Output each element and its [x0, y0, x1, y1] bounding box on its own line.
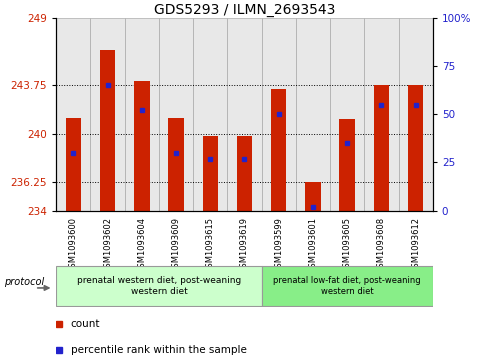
Bar — [398, 18, 432, 211]
FancyBboxPatch shape — [56, 266, 261, 306]
Bar — [339, 119, 354, 211]
Bar — [90, 18, 124, 211]
Bar — [100, 50, 115, 211]
FancyBboxPatch shape — [261, 266, 432, 306]
Bar — [56, 18, 90, 211]
Bar — [329, 18, 364, 211]
Bar — [227, 18, 261, 211]
Bar — [124, 18, 159, 211]
Bar — [65, 118, 81, 211]
Bar — [134, 81, 149, 211]
Bar — [236, 136, 252, 211]
Bar — [270, 89, 286, 211]
Title: GDS5293 / ILMN_2693543: GDS5293 / ILMN_2693543 — [154, 3, 334, 17]
Text: prenatal western diet, post-weaning
western diet: prenatal western diet, post-weaning west… — [77, 276, 241, 295]
Text: protocol: protocol — [4, 277, 45, 287]
Bar — [305, 182, 320, 211]
Bar — [407, 85, 423, 211]
Bar — [202, 136, 218, 211]
Bar — [295, 18, 329, 211]
Text: percentile rank within the sample: percentile rank within the sample — [71, 345, 246, 355]
Text: count: count — [71, 319, 100, 329]
Bar — [168, 118, 183, 211]
Bar — [159, 18, 193, 211]
Bar — [364, 18, 398, 211]
Bar — [373, 85, 388, 211]
Bar — [261, 18, 295, 211]
Text: prenatal low-fat diet, post-weaning
western diet: prenatal low-fat diet, post-weaning west… — [273, 276, 420, 295]
Bar — [193, 18, 227, 211]
